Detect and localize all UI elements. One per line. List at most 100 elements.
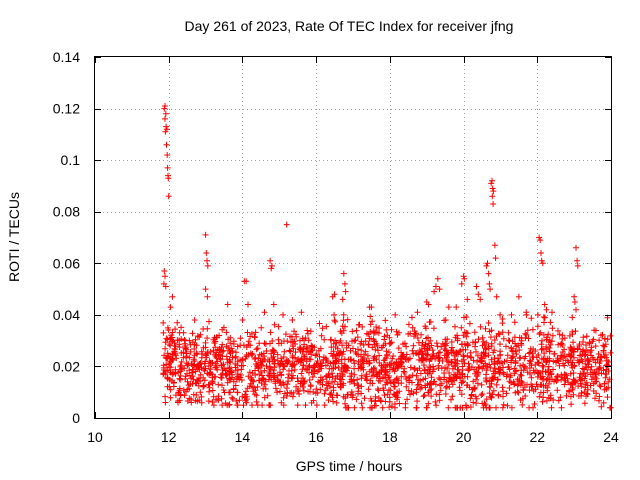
- y-tick-label: 0.14: [53, 49, 80, 65]
- data-point: [418, 331, 425, 338]
- data-point: [515, 293, 522, 300]
- data-point: [506, 385, 513, 391]
- data-point: [203, 352, 209, 359]
- data-point: [286, 347, 293, 354]
- data-point: [449, 393, 456, 400]
- data-point: [219, 341, 226, 348]
- data-point: [228, 345, 235, 352]
- data-point: [238, 357, 245, 364]
- data-point: [259, 372, 265, 379]
- data-point: [429, 347, 436, 354]
- data-point: [488, 378, 495, 385]
- data-point: [458, 391, 465, 398]
- data-point: [352, 337, 359, 344]
- data-point: [573, 244, 579, 251]
- y-tick-labels: 0 0.02 0.04 0.06 0.08 0.1 0.12 0.14: [53, 49, 80, 426]
- data-point: [575, 383, 582, 390]
- data-point: [188, 369, 195, 376]
- data-point: [232, 354, 239, 361]
- data-point: [579, 365, 586, 372]
- data-point: [172, 352, 179, 359]
- data-point: [299, 375, 306, 382]
- data-point: [383, 353, 390, 359]
- data-point: [211, 340, 218, 347]
- data-point: [340, 311, 347, 318]
- data-point: [164, 336, 171, 343]
- data-point: [187, 348, 194, 355]
- data-point: [484, 363, 491, 370]
- y-tick-label: 0: [72, 410, 80, 426]
- data-point: [574, 257, 581, 264]
- data-point: [215, 381, 222, 388]
- data-point: [252, 367, 258, 374]
- data-point: [467, 404, 474, 410]
- data-point: [493, 293, 500, 300]
- data-point: [518, 367, 525, 374]
- data-point: [178, 350, 185, 356]
- data-point: [202, 339, 209, 346]
- data-point: [239, 356, 246, 363]
- data-point: [342, 323, 348, 330]
- data-point: [559, 349, 566, 355]
- data-point: [372, 346, 379, 353]
- data-point: [377, 397, 384, 404]
- data-point: [460, 346, 467, 353]
- data-point: [548, 370, 555, 377]
- data-point: [382, 317, 389, 324]
- data-point: [508, 359, 514, 366]
- data-point: [276, 362, 283, 369]
- data-point: [278, 372, 285, 379]
- data-point: [295, 355, 302, 362]
- data-point: [383, 379, 390, 385]
- data-point: [255, 355, 262, 362]
- data-point: [204, 293, 211, 300]
- data-point: [600, 342, 607, 349]
- data-point: [499, 404, 506, 411]
- data-point: [488, 356, 495, 363]
- data-point: [425, 301, 432, 308]
- data-point: [268, 265, 275, 272]
- data-point: [530, 404, 536, 411]
- data-point: [202, 231, 209, 238]
- data-point: [569, 314, 576, 321]
- data-point: [540, 331, 547, 338]
- data-point: [584, 355, 591, 362]
- data-point: [205, 398, 212, 405]
- data-point: [600, 399, 607, 406]
- data-point: [201, 367, 208, 374]
- data-point: [277, 378, 284, 385]
- data-point: [394, 394, 401, 401]
- data-point: [400, 341, 406, 348]
- data-point: [162, 283, 169, 290]
- data-point: [190, 391, 197, 398]
- data-point: [559, 374, 566, 381]
- data-point: [459, 379, 465, 386]
- data-point: [353, 327, 360, 334]
- y-tick-label: 0.04: [53, 307, 80, 323]
- data-point: [207, 366, 214, 373]
- data-point: [177, 372, 184, 379]
- data-point: [441, 370, 448, 376]
- data-point: [270, 301, 277, 308]
- data-point: [554, 355, 561, 362]
- data-point: [537, 329, 544, 336]
- data-point: [499, 316, 506, 322]
- data-point: [500, 335, 507, 342]
- data-point: [534, 373, 541, 380]
- data-point: [226, 402, 233, 409]
- data-point: [298, 309, 305, 316]
- data-point: [164, 350, 171, 357]
- data-point: [414, 335, 421, 341]
- data-point: [493, 333, 500, 340]
- data-point: [604, 362, 611, 369]
- data-point: [232, 360, 239, 367]
- data-point: [489, 193, 496, 200]
- data-point: [505, 329, 512, 336]
- data-point: [240, 402, 247, 409]
- data-point: [216, 332, 223, 339]
- data-point: [212, 364, 219, 371]
- data-point: [318, 332, 325, 339]
- data-point: [309, 343, 316, 350]
- y-axis-label: ROTI / TECUs: [6, 192, 22, 282]
- data-point: [469, 339, 476, 346]
